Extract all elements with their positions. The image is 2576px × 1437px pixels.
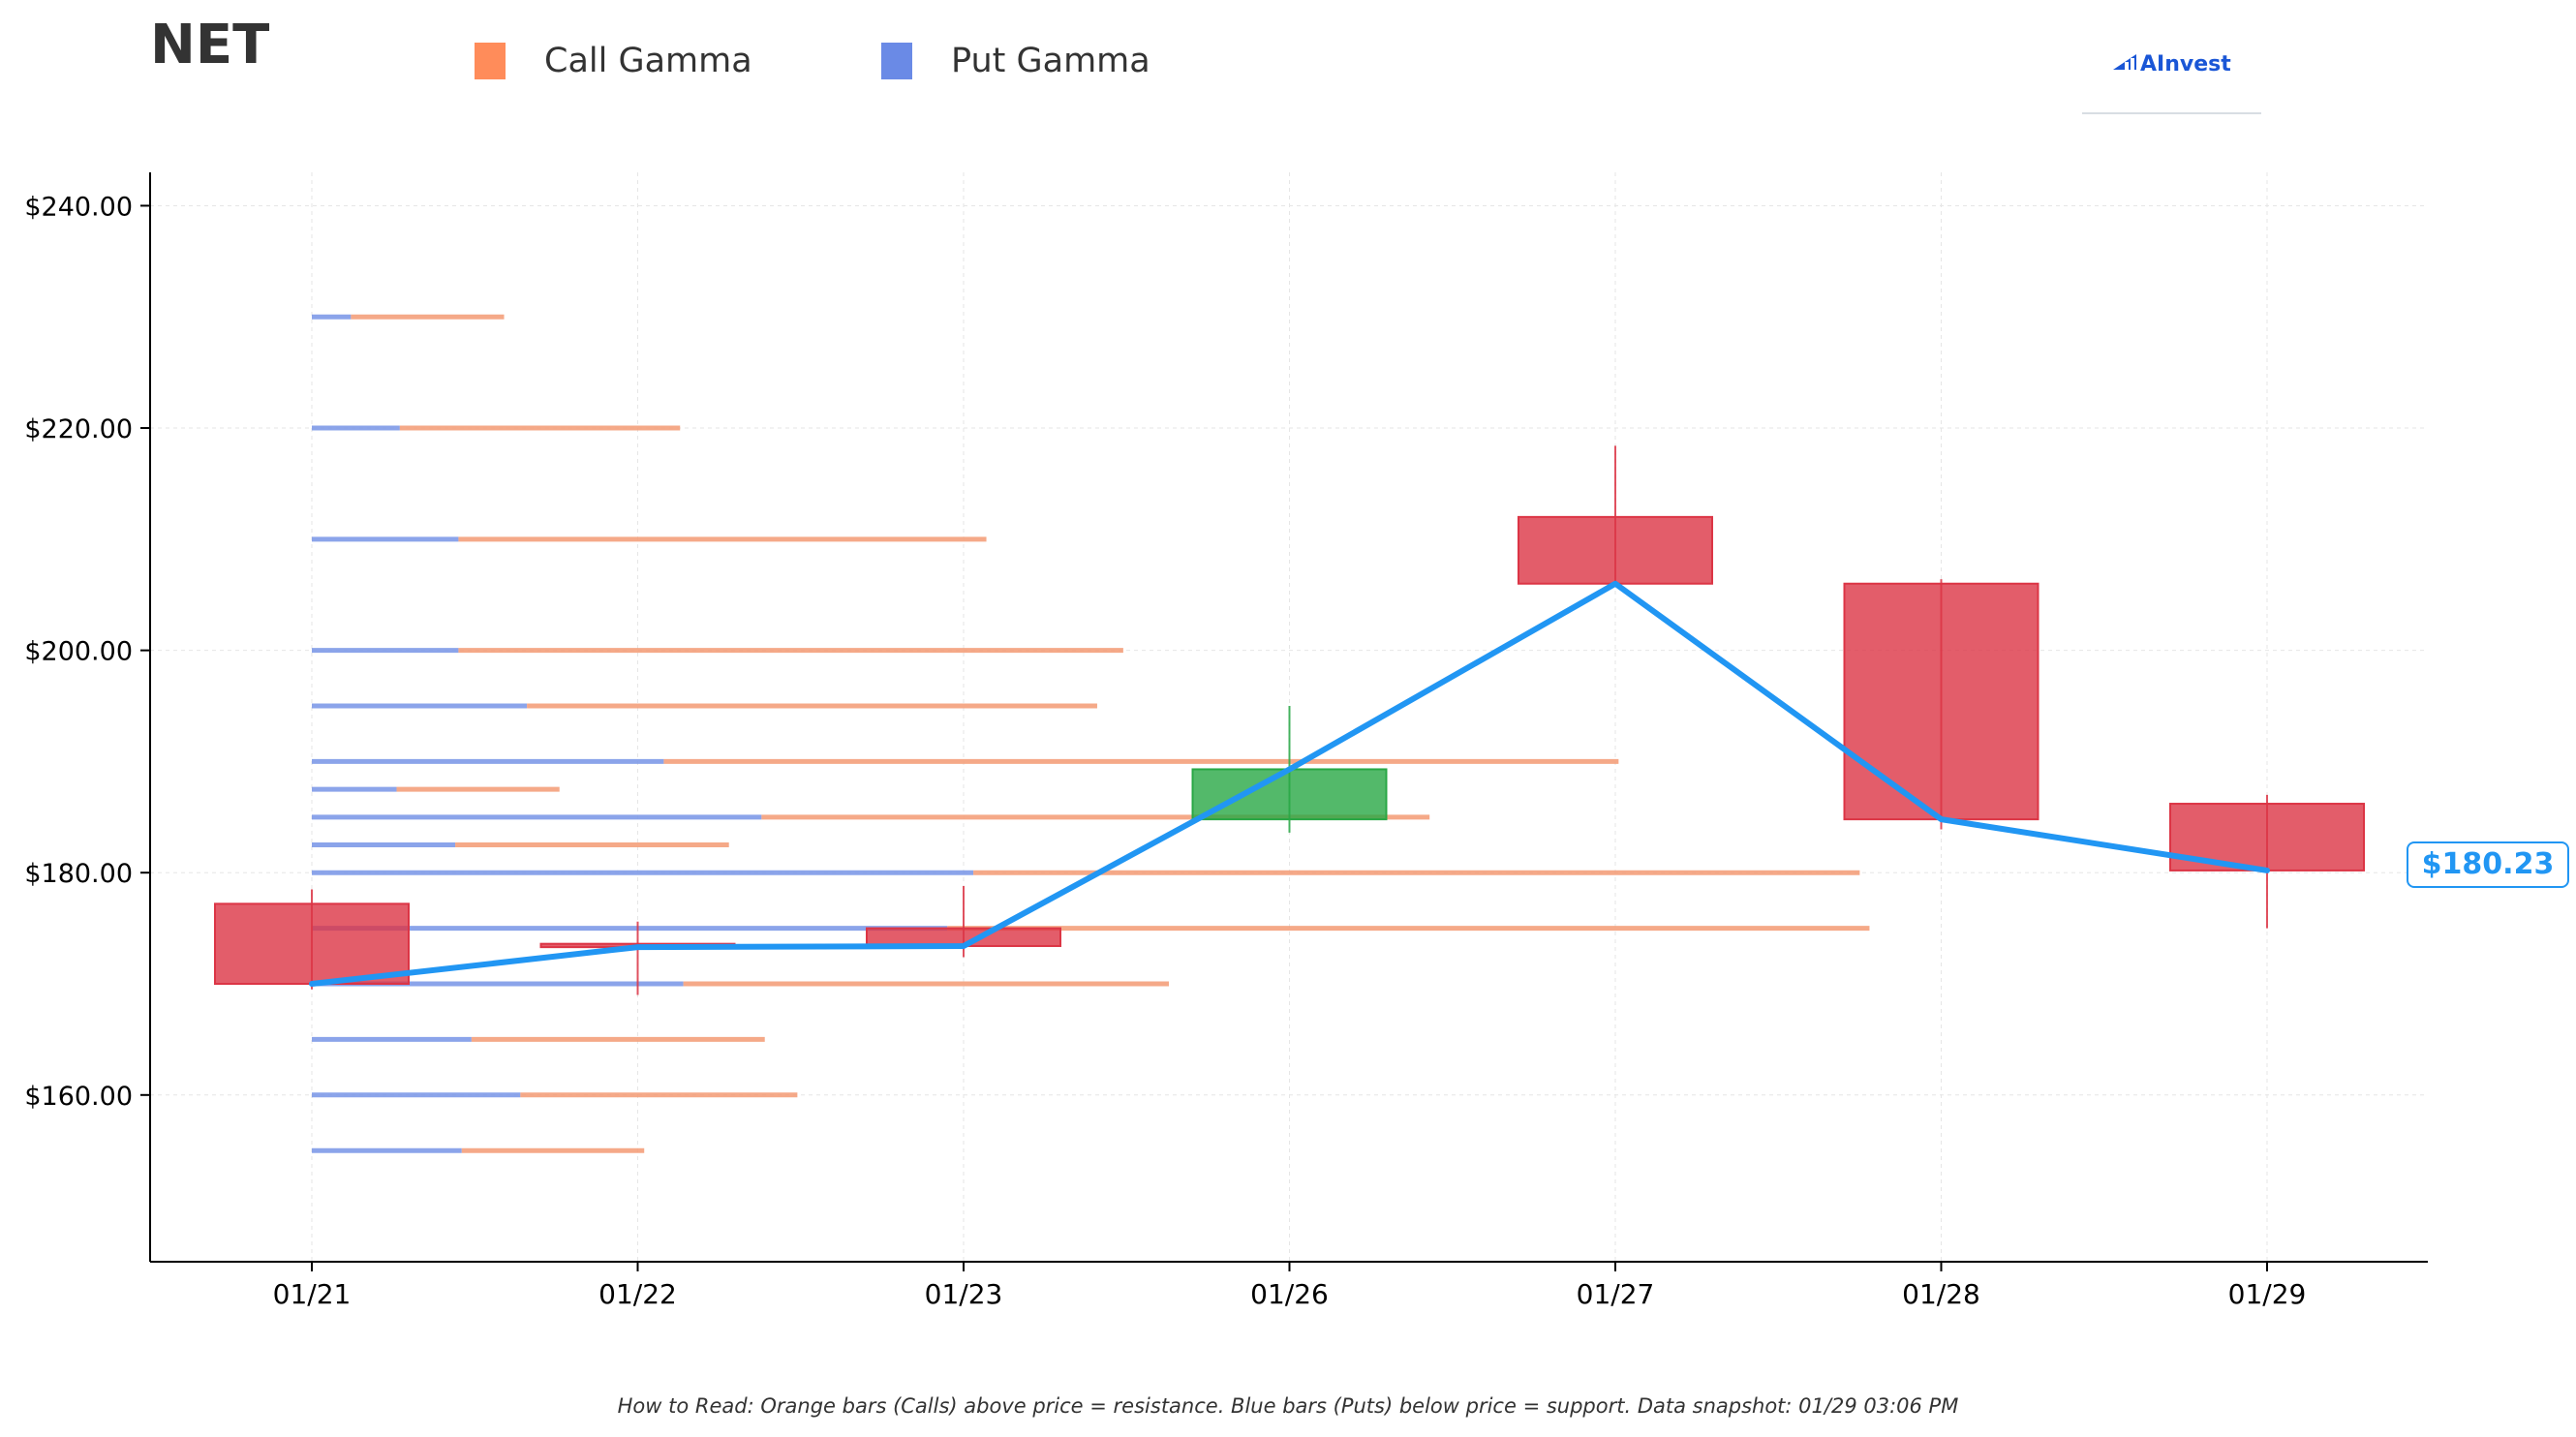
brand-logo: AInvest bbox=[2082, 39, 2261, 114]
brand-name: AInvest bbox=[2140, 52, 2231, 76]
brand-chart-icon bbox=[2113, 54, 2136, 70]
x-tick-label-5: 01/28 bbox=[1902, 1278, 1980, 1310]
legend-swatch-put bbox=[881, 43, 912, 79]
x-tick-label-1: 01/22 bbox=[598, 1278, 677, 1310]
x-tick-label-4: 01/27 bbox=[1577, 1278, 1655, 1310]
candle-body-3 bbox=[1191, 768, 1388, 821]
chart-title: NET bbox=[150, 14, 270, 76]
candle-body-4 bbox=[1518, 515, 1713, 585]
legend-swatch-call bbox=[475, 43, 506, 79]
x-tick-label-2: 01/23 bbox=[925, 1278, 1003, 1310]
legend-label-put: Put Gamma bbox=[951, 42, 1150, 80]
legend-item-call: Call Gamma bbox=[475, 37, 752, 85]
gamma-layer bbox=[312, 314, 1870, 1153]
candle-layer bbox=[214, 445, 2365, 995]
price-line-layer bbox=[309, 580, 2270, 988]
current-price-badge: $180.23 bbox=[2407, 841, 2569, 888]
y-tick-label-2: $200.00 bbox=[24, 637, 133, 667]
y-tick-label-3: $220.00 bbox=[24, 414, 133, 444]
x-tick-label-0: 01/21 bbox=[273, 1278, 352, 1310]
candle-body-0 bbox=[214, 902, 410, 986]
y-tick-label-4: $240.00 bbox=[24, 192, 133, 222]
x-tick-label-6: 01/29 bbox=[2228, 1278, 2307, 1310]
price-line bbox=[309, 580, 2270, 988]
y-tick-label-0: $160.00 bbox=[24, 1082, 133, 1112]
candle-body-5 bbox=[1843, 582, 2039, 821]
x-tick-label-3: 01/26 bbox=[1250, 1278, 1329, 1310]
footnote: How to Read: Orange bars (Calls) above p… bbox=[617, 1394, 1959, 1418]
legend-item-put: Put Gamma bbox=[881, 37, 1150, 85]
axis-layer: $160.00 $180.00 $200.00 $220.00 $240.00 01/21… bbox=[24, 172, 2428, 1310]
legend-label-call: Call Gamma bbox=[544, 42, 752, 80]
y-tick-label-1: $180.00 bbox=[24, 859, 133, 889]
